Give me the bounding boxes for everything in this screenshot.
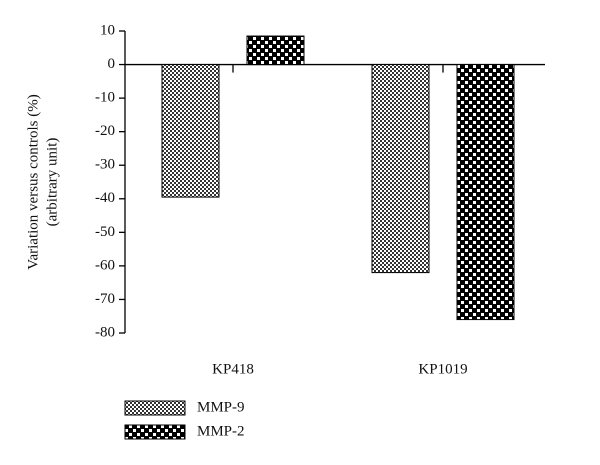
- y-tick-label: -30: [95, 157, 115, 173]
- y-tick-label: 10: [100, 22, 115, 38]
- x-tick-label: KP1019: [418, 361, 467, 377]
- x-tick-label: KP418: [212, 361, 254, 377]
- legend-swatch: [124, 424, 186, 440]
- y-axis-title: Variation versus controls (%): [25, 94, 41, 269]
- bar: [246, 35, 305, 66]
- legend-label: MMP-9: [197, 399, 245, 415]
- bar: [456, 64, 515, 321]
- y-axis-title: (arbitrary unit): [44, 138, 60, 227]
- y-tick-label: -60: [95, 257, 115, 273]
- y-tick-label: -50: [95, 224, 115, 240]
- legend-label: MMP-2: [197, 423, 245, 439]
- y-tick-label: -70: [95, 291, 115, 307]
- y-tick-label: -80: [95, 324, 115, 340]
- y-tick-label: -20: [95, 123, 115, 139]
- y-tick-label: 0: [108, 56, 116, 72]
- y-tick-label: -10: [95, 90, 115, 106]
- bar: [371, 64, 430, 274]
- y-tick-label: -40: [95, 190, 115, 206]
- bar: [161, 64, 220, 198]
- legend-swatch: [124, 400, 186, 416]
